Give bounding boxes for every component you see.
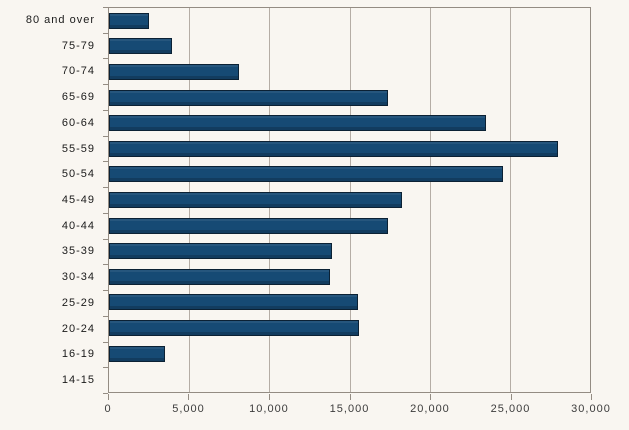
x-axis-tick <box>349 394 351 400</box>
bar-16-19 <box>109 345 166 362</box>
bar-75-79 <box>109 38 172 55</box>
y-axis-tick <box>103 161 108 162</box>
bar-55-59 <box>109 140 558 157</box>
bar-row <box>109 85 590 111</box>
y-axis-label: 16-19 <box>61 348 95 361</box>
x-axis-tick <box>188 394 190 400</box>
y-axis-label: 25-29 <box>61 296 95 309</box>
y-axis-tick <box>103 110 108 111</box>
y-axis-label: 65-69 <box>61 91 95 104</box>
x-axis-tick <box>591 394 592 400</box>
y-axis-label: 80 and over <box>25 13 95 26</box>
y-axis-labels: 80 and over 75-79 70-74 65-69 60-64 55-59 50-5… <box>0 7 103 393</box>
x-axis-tick <box>429 394 431 400</box>
bar-50-54 <box>109 166 504 183</box>
bar-rows <box>109 8 590 392</box>
bar-80-and-over <box>109 12 150 29</box>
y-axis-label: 45-49 <box>61 194 95 206</box>
bar-60-64 <box>109 115 486 132</box>
y-axis-tick <box>103 342 108 343</box>
x-axis-label: 0 <box>104 403 112 415</box>
gridline <box>509 8 511 392</box>
plot-area <box>108 7 591 393</box>
x-axis-tick <box>510 394 512 400</box>
bar-35-39 <box>109 243 332 260</box>
x-axis-label: 20,000 <box>410 403 450 415</box>
x-axis-ticks <box>108 394 592 400</box>
bar-70-74 <box>109 63 239 80</box>
bar-row <box>109 315 590 341</box>
y-axis-tick <box>103 239 108 240</box>
bar-row <box>109 366 590 392</box>
bar-row <box>109 110 590 136</box>
y-axis-tick <box>103 316 108 317</box>
y-axis-label: 75-79 <box>61 39 95 52</box>
bar-45-49 <box>109 191 403 208</box>
bar-65-69 <box>109 89 388 106</box>
x-axis-tick <box>108 394 109 400</box>
y-axis-label: 14-15 <box>61 374 95 387</box>
gridline <box>429 8 431 392</box>
y-axis-tick <box>103 290 108 291</box>
y-axis-label: 55-59 <box>61 142 95 155</box>
bar-row <box>109 187 590 213</box>
y-axis-tick <box>103 84 108 85</box>
y-axis-tick <box>103 58 108 59</box>
y-axis-ticks <box>103 7 108 394</box>
y-axis-label: 40-44 <box>61 219 95 232</box>
y-axis-label: 70-74 <box>61 65 95 78</box>
x-axis-tick <box>268 394 270 400</box>
bar-row <box>109 162 590 188</box>
bar-40-44 <box>109 217 388 234</box>
bar-30-34 <box>109 268 331 285</box>
bar-row <box>109 213 590 239</box>
bar-row <box>109 264 590 290</box>
y-axis-label: 60-64 <box>61 116 95 129</box>
x-axis-label: 15,000 <box>329 403 370 415</box>
bar-25-29 <box>109 294 358 311</box>
y-axis-tick <box>103 213 108 214</box>
bar-row <box>109 136 590 162</box>
bar-row <box>109 59 590 85</box>
bar-row <box>109 8 590 34</box>
y-axis-label: 30-34 <box>61 271 95 284</box>
y-axis-tick <box>103 393 108 394</box>
y-axis-label: 20-24 <box>61 322 95 335</box>
bar-row <box>109 238 590 264</box>
y-axis-label: 50-54 <box>61 168 95 181</box>
bar-row <box>109 290 590 316</box>
y-axis-tick <box>103 7 108 8</box>
y-axis-label: 35-39 <box>61 245 95 258</box>
bar-20-24 <box>109 319 360 336</box>
x-axis-label: 5,000 <box>172 403 205 415</box>
y-axis-tick <box>103 136 108 137</box>
bar-row <box>109 341 590 367</box>
x-axis-label: 25,000 <box>490 403 531 415</box>
y-axis-tick <box>103 187 108 188</box>
y-axis-tick <box>103 367 108 368</box>
x-axis-labels: 0 5,000 10,000 15,000 20,000 25,000 30,000 <box>104 403 609 419</box>
y-axis-tick <box>103 264 108 265</box>
bar-row <box>109 34 590 60</box>
y-axis-tick <box>103 33 108 34</box>
x-axis-label: 10,000 <box>249 403 289 415</box>
x-axis-label: 30,000 <box>571 403 611 415</box>
